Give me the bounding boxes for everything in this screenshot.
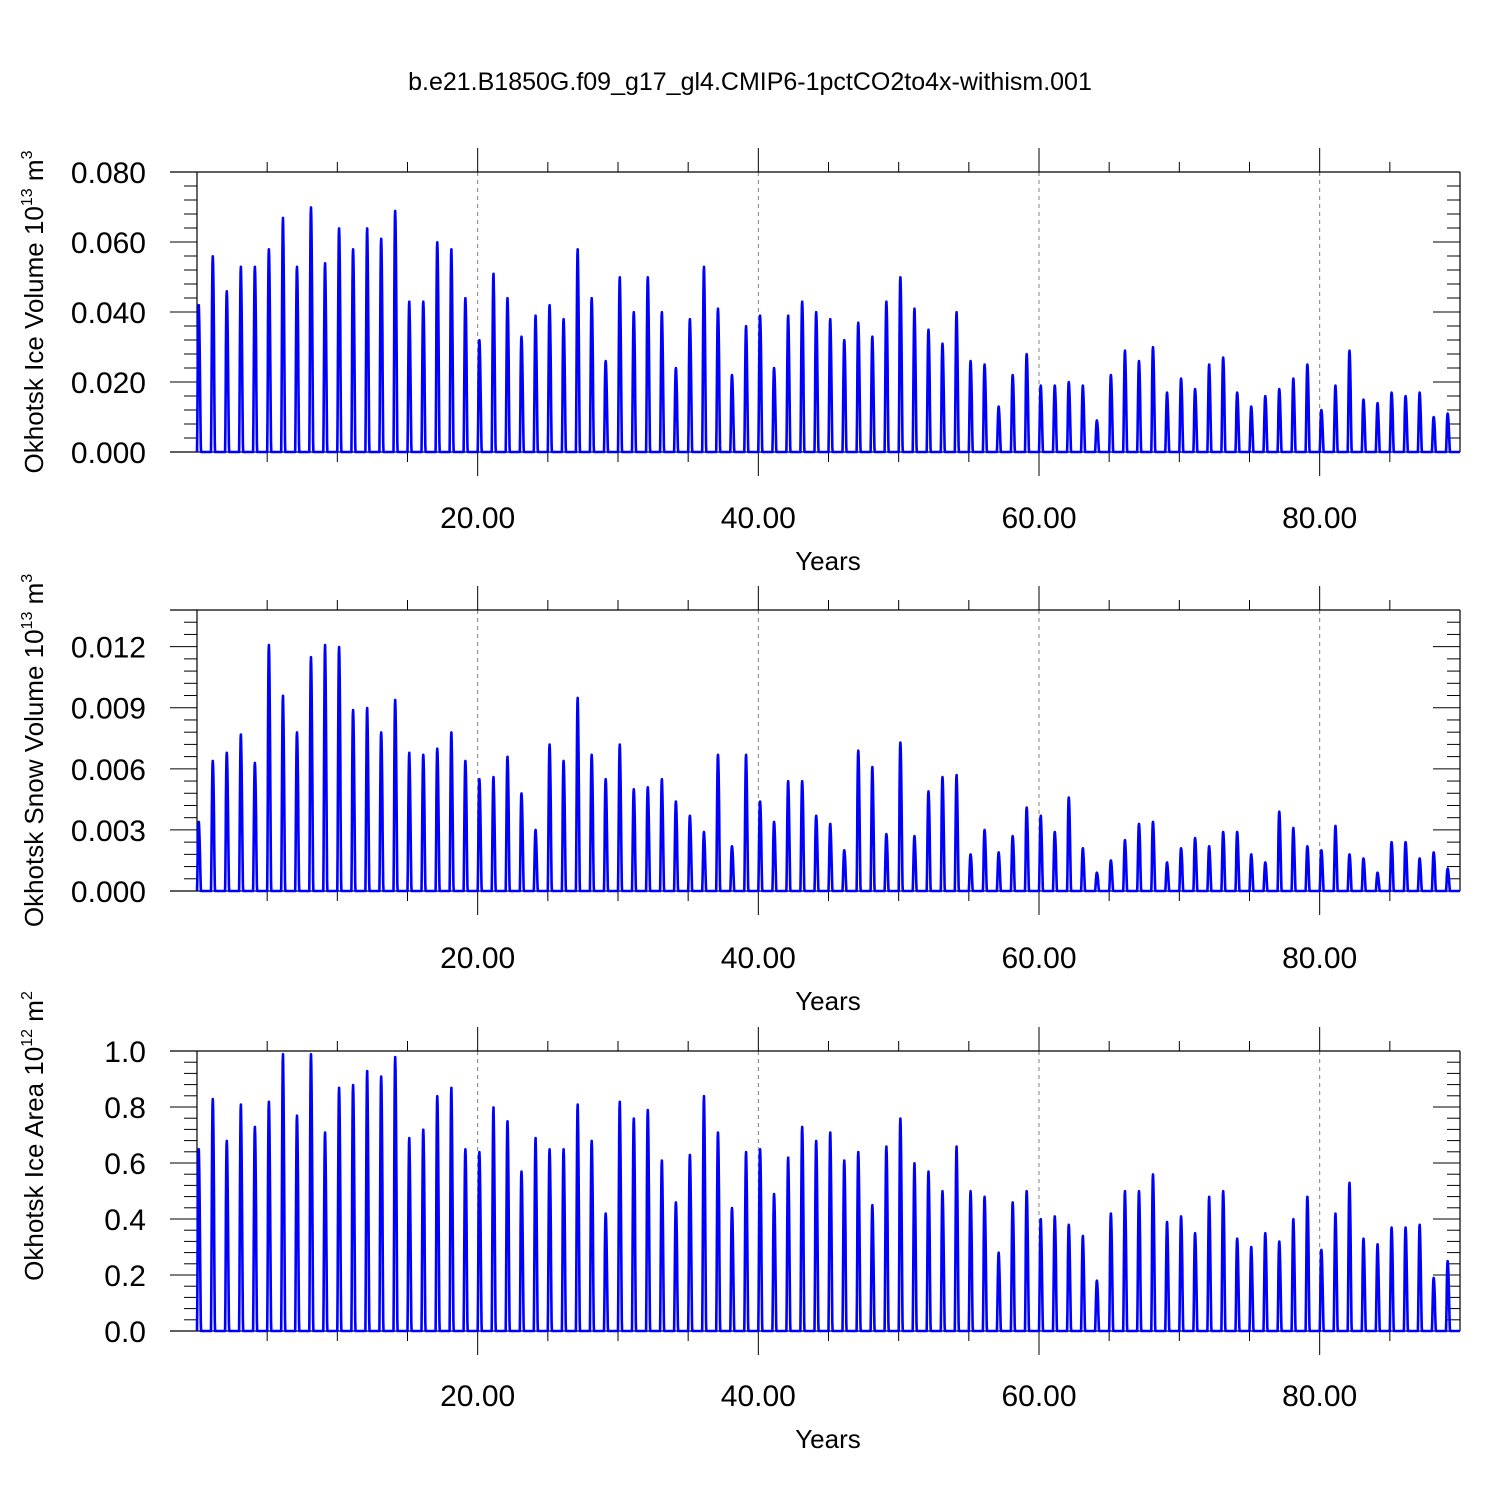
y-tick-label: 0.000 <box>71 876 146 909</box>
x-tick-label: 80.00 <box>1282 502 1357 535</box>
y-axis-label-exponent: 13 <box>19 612 36 630</box>
x-tick-label: 20.00 <box>440 942 515 975</box>
x-axis-label: Years <box>795 546 861 576</box>
y-axis-label-exponent: 13 <box>19 188 36 206</box>
x-tick-label: 40.00 <box>721 502 796 535</box>
panel-ice-volume: 20.00 40.00 60.00 80.00 Years 0.000 0.020 0.040… <box>19 148 1461 576</box>
y-tick-label: 1.0 <box>104 1036 146 1069</box>
x-tick-label: 20.00 <box>440 1380 515 1413</box>
y-axis-label-unit-exponent: 3 <box>19 574 36 583</box>
y-tick-label: 0.0 <box>104 1316 146 1349</box>
y-tick-label: 0.040 <box>71 297 146 330</box>
x-tick-label: 80.00 <box>1282 942 1357 975</box>
y-tick-label: 0.2 <box>104 1260 146 1293</box>
y-axis-label-unit: m <box>19 159 49 188</box>
y-tick-label: 0.6 <box>104 1148 146 1181</box>
y-axis-label-unit-exponent: 3 <box>19 150 36 159</box>
y-tick-label: 0.020 <box>71 367 146 400</box>
x-tick-label: 20.00 <box>440 502 515 535</box>
y-tick-label: 0.080 <box>71 157 146 190</box>
series-line <box>195 643 1461 893</box>
y-axis-label: Okhotsk Ice Area 1012 m2 <box>19 991 49 1281</box>
y-axis-label-unit: m <box>19 583 49 612</box>
y-tick-label: 0.006 <box>71 754 146 787</box>
x-tick-label: 40.00 <box>721 942 796 975</box>
x-axis-label: Years <box>795 986 861 1016</box>
y-axis-label: Okhotsk Snow Volume 1013 m3 <box>19 574 49 927</box>
page-title: b.e21.B1850G.f09_g17_gl4.CMIP6-1pctCO2to… <box>408 68 1092 96</box>
series-line <box>195 1052 1461 1333</box>
y-tick-label: 0.003 <box>71 815 146 848</box>
y-tick-label: 0.4 <box>104 1204 146 1237</box>
y-axis-label-exponent: 12 <box>19 1029 36 1047</box>
y-axis-label-unit-exponent: 2 <box>19 991 36 1000</box>
y-tick-label: 0.000 <box>71 437 146 470</box>
x-axis-label: Years <box>795 1424 861 1454</box>
panel-snow-volume: 20.00 40.00 60.00 80.00 Years 0.000 0.003 0.006… <box>19 574 1461 1016</box>
y-axis-label-main: Okhotsk Ice Volume 10 <box>19 206 49 473</box>
x-tick-label: 60.00 <box>1001 1380 1076 1413</box>
y-axis-label-main: Okhotsk Snow Volume 10 <box>19 629 49 927</box>
y-tick-label: 0.012 <box>71 632 146 665</box>
y-axis-label-unit: m <box>19 1000 49 1029</box>
series-line <box>195 206 1461 454</box>
panel-ice-area: 20.00 40.00 60.00 80.00 Years 0.0 0.2 0.4 0.6 0.8… <box>19 991 1461 1454</box>
x-tick-label: 60.00 <box>1001 502 1076 535</box>
y-tick-label: 0.009 <box>71 693 146 726</box>
x-tick-label: 60.00 <box>1001 942 1076 975</box>
y-axis-label-main: Okhotsk Ice Area 10 <box>19 1047 49 1281</box>
y-tick-label: 0.060 <box>71 227 146 260</box>
y-tick-label: 0.8 <box>104 1092 146 1125</box>
x-tick-label: 40.00 <box>721 1380 796 1413</box>
x-tick-label: 80.00 <box>1282 1380 1357 1413</box>
y-axis-label: Okhotsk Ice Volume 1013 m3 <box>19 150 49 473</box>
